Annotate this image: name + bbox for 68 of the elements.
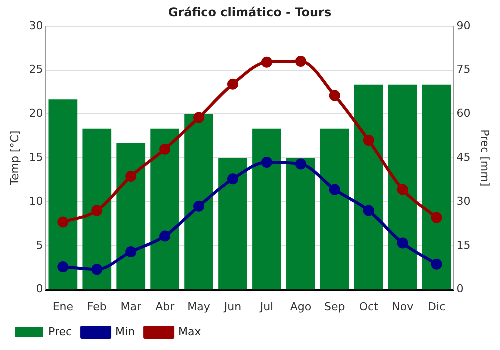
point: [92, 205, 103, 216]
bar: [320, 128, 350, 290]
point: [431, 258, 442, 270]
point: [160, 144, 171, 155]
y2-axis-title: Prec [mm]: [478, 130, 492, 187]
legend-label: Max: [178, 325, 202, 338]
y-tick-label: 30: [29, 19, 44, 32]
point: [295, 158, 306, 170]
y2-tick-label: 15: [456, 238, 471, 252]
x-tick-label: Feb: [87, 300, 107, 314]
y-axis-title: Temp [°C]: [8, 130, 22, 186]
x-tick-label: Sep: [324, 300, 346, 314]
y2-tick-label: 0: [456, 282, 464, 296]
point: [295, 56, 306, 68]
bar: [286, 158, 316, 290]
x-tick-label: May: [188, 300, 211, 314]
bar: [184, 114, 214, 290]
x-tick-label: Mar: [120, 300, 142, 314]
y2-tick-label: 60: [456, 107, 471, 120]
y2-tick-label: 45: [456, 150, 471, 164]
y-tick-label: 20: [29, 107, 44, 120]
point: [397, 184, 408, 196]
point: [126, 246, 137, 258]
point: [261, 56, 272, 68]
point: [397, 238, 408, 249]
bar: [82, 128, 112, 290]
bar: [422, 84, 452, 290]
bar: [116, 143, 146, 290]
chart-title: Gráfico climático - Tours: [168, 5, 332, 20]
point: [431, 212, 442, 224]
point: [58, 261, 69, 272]
y-tick-label: 25: [29, 63, 44, 76]
legend-label: Prec: [48, 325, 72, 338]
x-tick-label: Jul: [259, 300, 274, 314]
point: [58, 216, 69, 228]
bar: [388, 84, 418, 290]
x-tick-label: Jun: [223, 300, 242, 314]
point: [329, 90, 340, 102]
point: [329, 184, 340, 196]
x-tick-label: Dic: [428, 300, 446, 314]
x-tick-label: Ene: [52, 300, 74, 314]
y-tick-label: 10: [29, 194, 44, 208]
point: [92, 264, 103, 276]
point: [126, 171, 137, 182]
x-tick-label: Oct: [359, 300, 380, 314]
y-tick-label: 0: [36, 282, 44, 296]
bar: [252, 128, 282, 290]
y-tick-label: 15: [29, 150, 44, 164]
y2-tick-label: 90: [456, 19, 471, 32]
bar: [218, 158, 248, 290]
point: [160, 230, 171, 242]
legend-label: Min: [116, 325, 136, 338]
bar: [150, 128, 180, 290]
point: [363, 135, 374, 146]
point: [194, 200, 205, 212]
point: [228, 78, 239, 90]
x-tick-label: Nov: [392, 300, 414, 314]
y-tick-label: 5: [36, 238, 44, 252]
y2-tick-label: 30: [456, 194, 471, 208]
bar: [354, 84, 384, 290]
bar: [48, 100, 78, 290]
y2-tick-label: 75: [456, 63, 471, 76]
x-tick-label: Ago: [290, 300, 312, 314]
x-tick-label: Abr: [156, 300, 176, 314]
point: [194, 112, 205, 124]
point: [363, 205, 374, 216]
point: [261, 156, 272, 168]
point: [228, 174, 239, 185]
